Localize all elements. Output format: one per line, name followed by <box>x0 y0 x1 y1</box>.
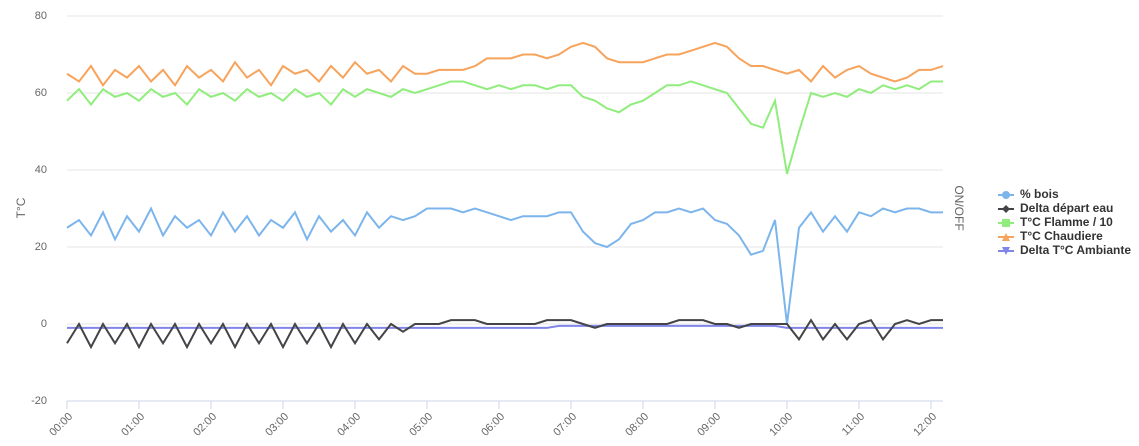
series-line <box>66 318 943 350</box>
x-tick-label: 05:00 <box>407 411 435 439</box>
legend-text: Delta départ eau <box>1020 201 1113 215</box>
legend-marker <box>1002 233 1010 241</box>
y-tick-label: 0 <box>41 318 47 330</box>
legend-marker <box>1002 219 1010 227</box>
legend-text: % bois <box>1020 187 1059 201</box>
x-tick-label: 10:00 <box>767 411 795 439</box>
legend-marker <box>1002 205 1010 213</box>
x-tick-label: 03:00 <box>263 411 291 439</box>
legend-text: Delta T°C Ambiante <box>1020 243 1131 257</box>
x-tick-label: 01:00 <box>119 411 147 439</box>
y-tick-label: 20 <box>35 241 47 253</box>
x-tick-label: 12:00 <box>911 411 939 439</box>
legend-marker <box>1002 191 1010 199</box>
x-tick-label: 02:00 <box>191 411 219 439</box>
legend-text: T°C Chaudiere <box>1020 229 1103 243</box>
series-line <box>66 41 944 88</box>
y2-axis-label: ON/OFF <box>952 185 966 230</box>
series-line <box>66 80 943 175</box>
series-line <box>66 206 943 325</box>
x-tick-label: 11:00 <box>840 411 867 438</box>
x-tick-label: 06:00 <box>479 411 507 439</box>
y-tick-label: 60 <box>35 87 47 99</box>
x-tick-label: 00:00 <box>47 411 75 439</box>
x-tick-label: 09:00 <box>695 411 723 439</box>
x-tick-label: 08:00 <box>623 411 651 439</box>
series-line <box>67 324 943 329</box>
legend-text: T°C Flamme / 10 <box>1020 215 1113 229</box>
y-tick-label: 80 <box>35 10 47 22</box>
y-tick-label: 40 <box>35 164 47 176</box>
x-tick-label: 07:00 <box>551 411 579 439</box>
y-axis-label: T°C <box>14 197 28 218</box>
x-tick-label: 04:00 <box>335 411 363 439</box>
y-tick-label: -20 <box>31 395 47 407</box>
legend-marker <box>1002 247 1010 255</box>
